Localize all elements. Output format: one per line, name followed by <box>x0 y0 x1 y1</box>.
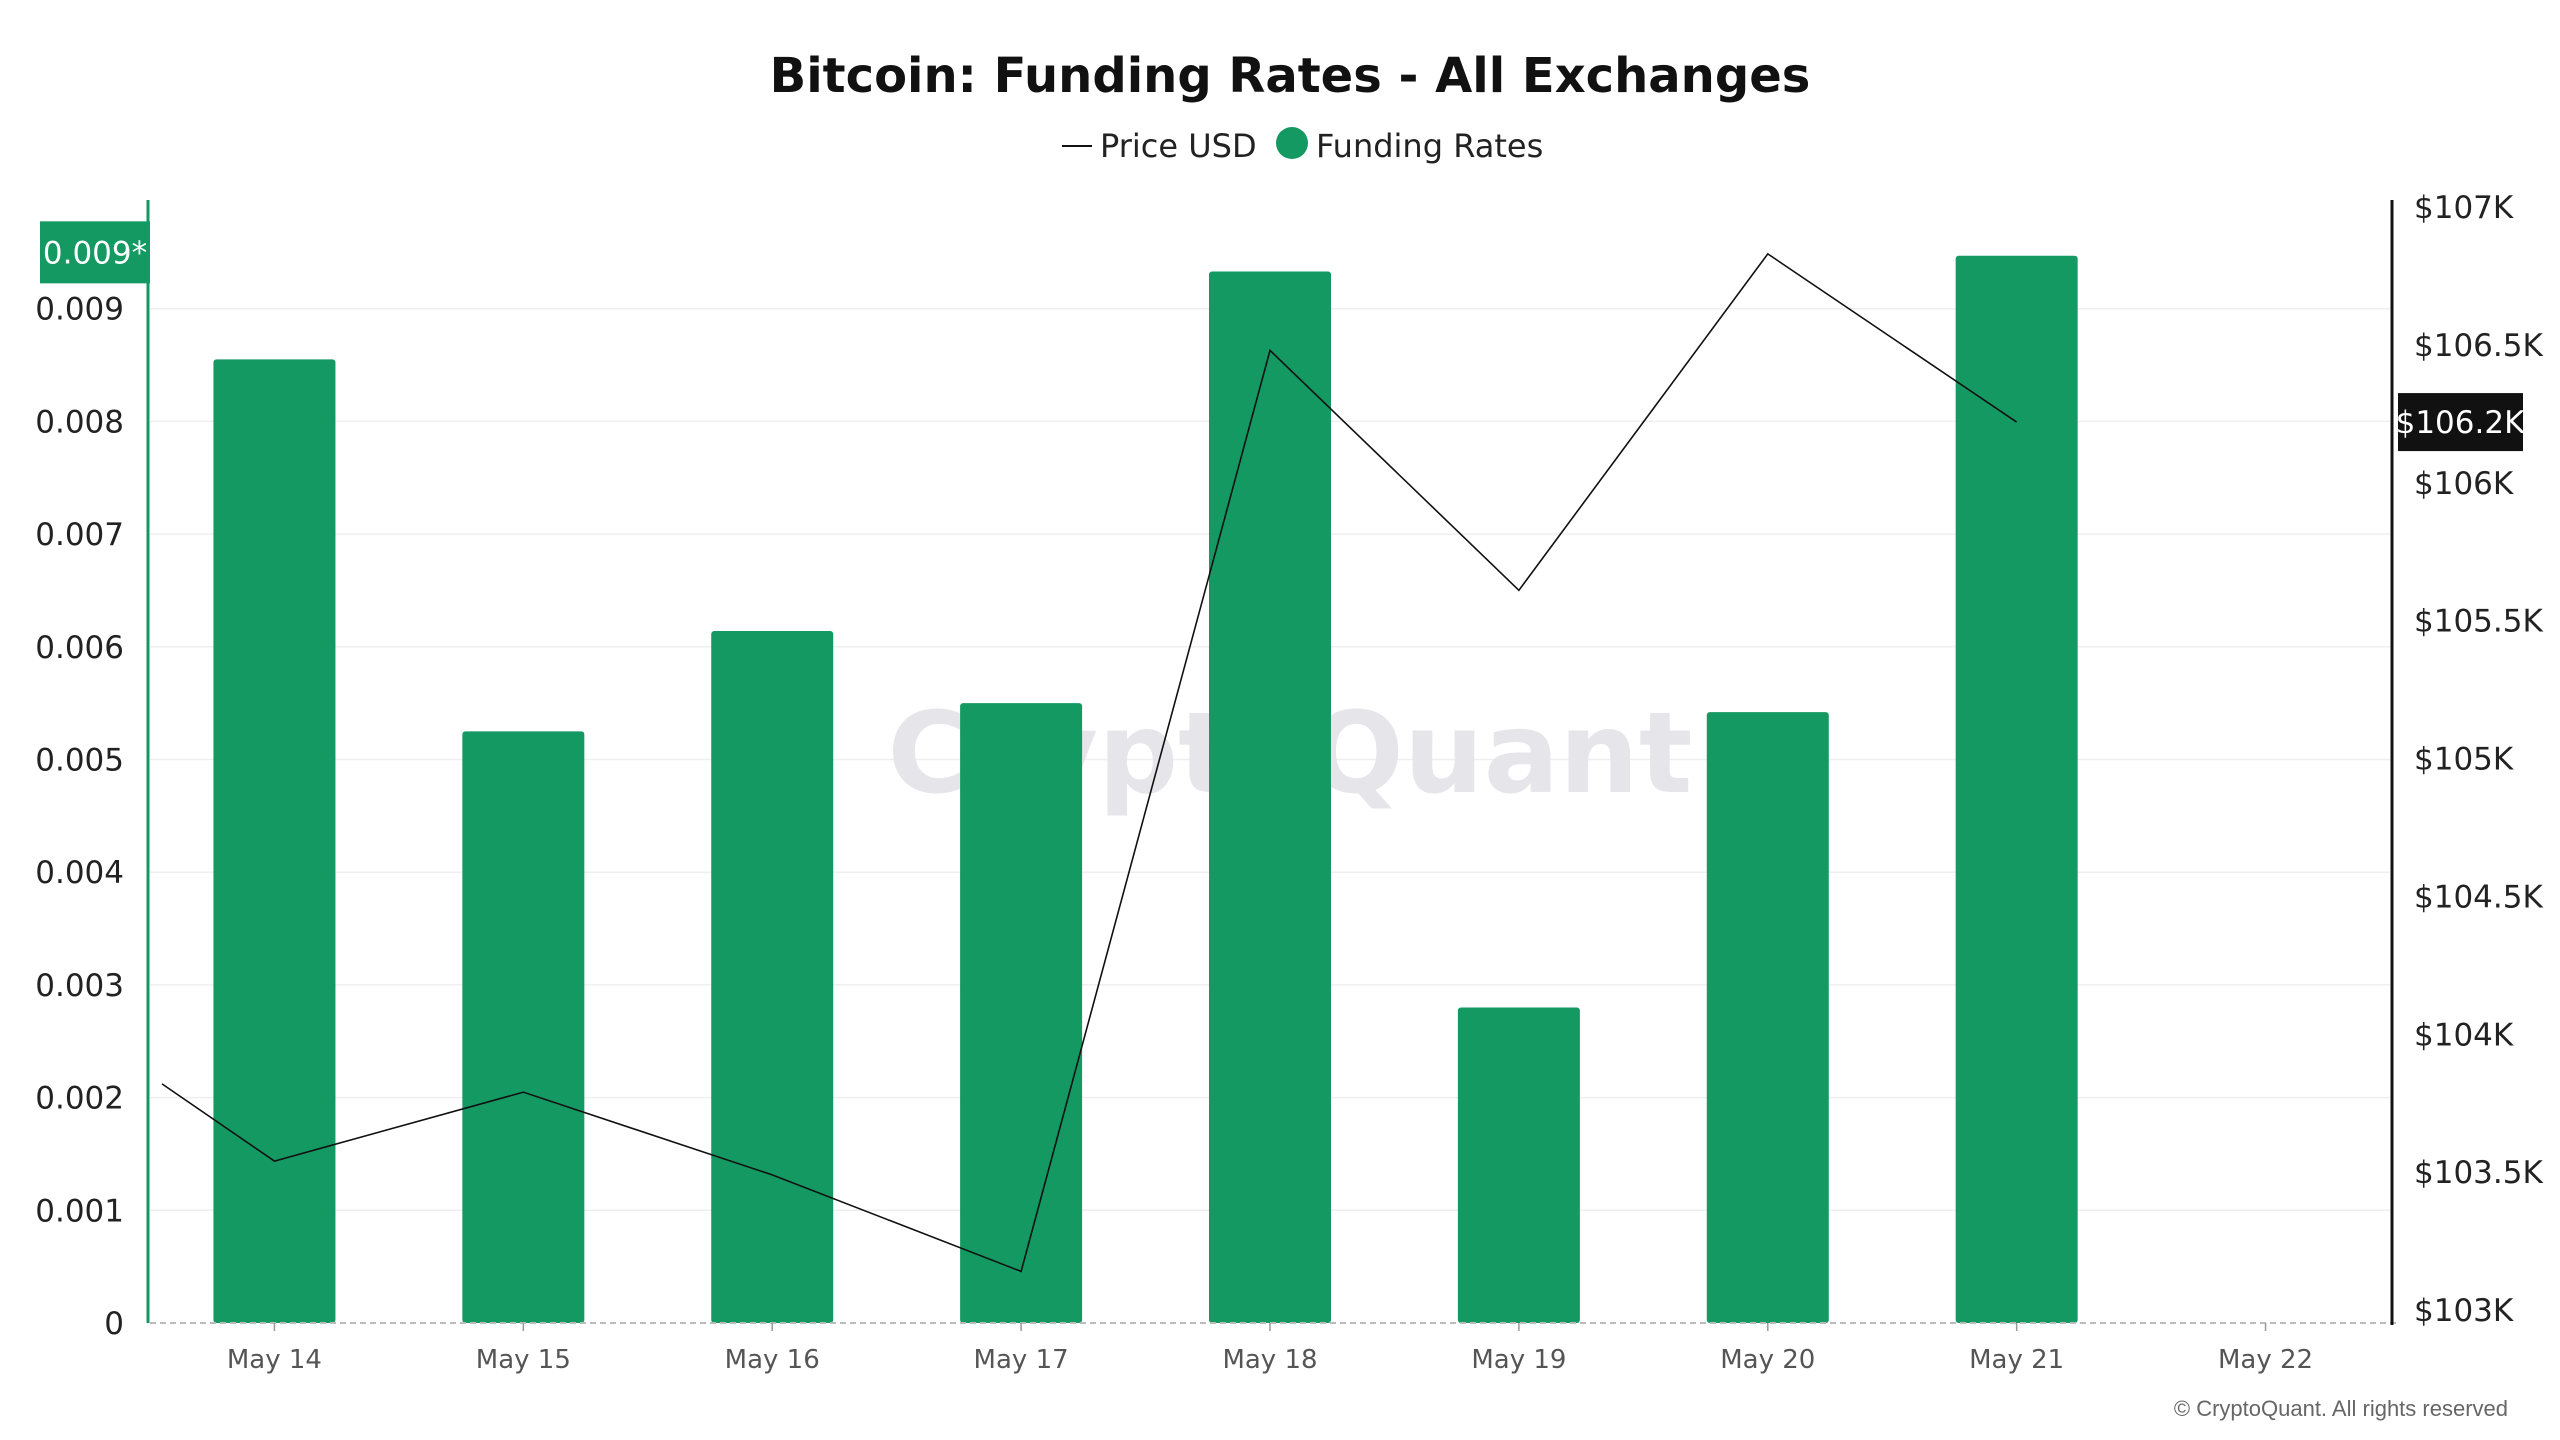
x-tick-label: May 14 <box>227 1345 322 1375</box>
left-tick-label: 0.002 <box>35 1081 124 1117</box>
price-line-layer <box>161 252 2018 1273</box>
right-badge: $106.2K <box>2396 393 2525 452</box>
x-tick-label: May 19 <box>1471 1345 1566 1375</box>
x-axis-ticks: May 14 May 15 May 16 May 17 May 18 May 19 May … <box>227 1323 2313 1375</box>
left-tick-label: 0.001 <box>35 1193 124 1229</box>
right-tick-label: $106K <box>2414 466 2514 502</box>
bar-funding-rate[interactable] <box>1706 712 1829 1323</box>
left-badge-label: 0.009* <box>43 235 147 271</box>
legend-price-usd[interactable]: Price USD <box>1100 127 1257 165</box>
x-tick-label: May 20 <box>1720 1345 1815 1375</box>
left-badge: 0.009* <box>40 221 150 284</box>
bar-funding-rate[interactable] <box>960 703 1083 1323</box>
right-tick-label: $105K <box>2414 742 2514 778</box>
bar-funding-rate[interactable] <box>1209 271 1331 1323</box>
price-line[interactable] <box>161 252 2018 1273</box>
left-tick-label: 0.009 <box>35 292 124 328</box>
right-tick-label: $103K <box>2414 1293 2514 1329</box>
right-tick-label: $104K <box>2414 1017 2514 1053</box>
x-tick-label: May 21 <box>1969 1345 2064 1375</box>
bar-funding-rate[interactable] <box>1457 1007 1580 1323</box>
legend-dot-icon <box>1276 127 1308 159</box>
legend[interactable]: Price USD Funding Rates <box>1062 127 1543 165</box>
left-axis-ticks: 0 0.001 0.002 0.003 0.004 0.005 0.006 0.007 0.00… <box>35 292 124 1342</box>
copyright-text: © CryptoQuant. All rights reserved <box>2174 1396 2508 1421</box>
right-tick-label: $105.5K <box>2414 604 2543 640</box>
right-axis-ticks: $103K $103.5K $104K $104.5K $105K $105.5K $106… <box>2414 190 2543 1329</box>
x-tick-label: May 18 <box>1222 1345 1317 1375</box>
left-badge-bg <box>40 221 150 284</box>
axes-layer <box>146 200 2400 1325</box>
bar-funding-rate[interactable] <box>711 631 834 1323</box>
right-tick-label: $107K <box>2414 190 2514 226</box>
legend-funding-rates[interactable]: Funding Rates <box>1316 127 1543 165</box>
right-tick-label: $106.5K <box>2414 328 2543 364</box>
x-tick-label: May 16 <box>725 1345 820 1375</box>
left-tick-label: 0.004 <box>35 855 124 891</box>
left-tick-label: 0 <box>104 1306 124 1342</box>
left-tick-label: 0.008 <box>35 404 124 440</box>
bars-layer <box>213 255 2078 1324</box>
x-tick-label: May 22 <box>2218 1345 2313 1375</box>
bar-funding-rate[interactable] <box>213 359 336 1323</box>
bar-funding-rate[interactable] <box>462 731 585 1323</box>
bar-funding-rate[interactable] <box>1955 255 2078 1324</box>
right-tick-label: $103.5K <box>2414 1155 2543 1191</box>
left-tick-label: 0.005 <box>35 743 124 779</box>
right-badge-label: $106.2K <box>2396 405 2525 441</box>
right-badge-bg <box>2398 393 2523 452</box>
right-tick-label: $104.5K <box>2414 879 2543 915</box>
left-tick-label: 0.006 <box>35 630 124 666</box>
chart-title: Bitcoin: Funding Rates - All Exchanges <box>770 48 1811 104</box>
left-tick-label: 0.007 <box>35 517 124 553</box>
x-tick-label: May 15 <box>476 1345 571 1375</box>
left-tick-label: 0.003 <box>35 968 124 1004</box>
x-tick-label: May 17 <box>974 1345 1069 1375</box>
